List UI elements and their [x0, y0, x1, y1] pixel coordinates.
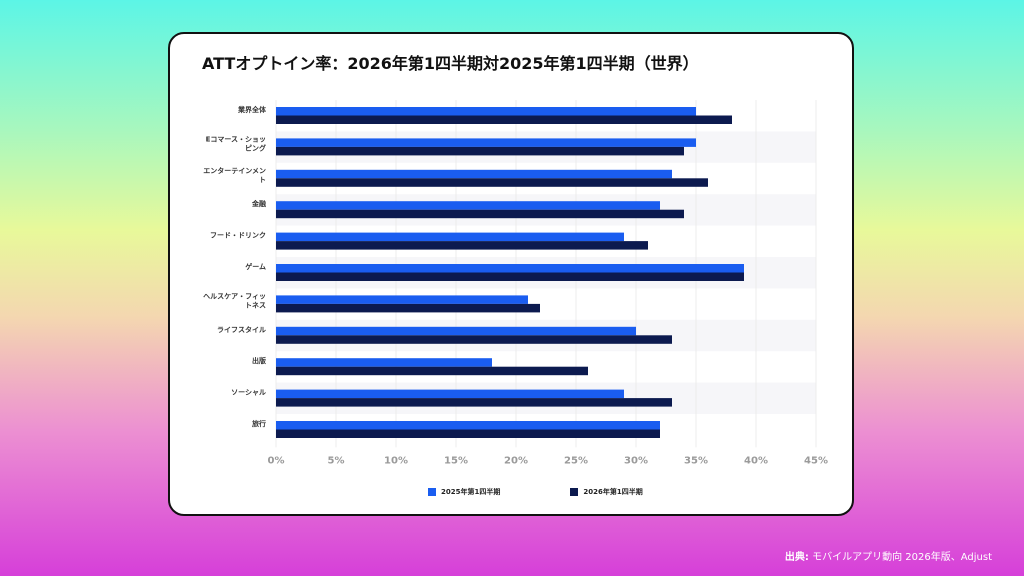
x-tick-label: 30%: [624, 455, 648, 466]
category-label: Eコマース・ショッピング: [206, 135, 266, 152]
bar: [276, 146, 684, 156]
legend-item-2025: 2025年第1四半期: [428, 487, 500, 497]
bar: [276, 272, 744, 281]
bar: [276, 115, 732, 124]
source-note: 出典: モバイルアプリ動向 2026年版、Adjust: [785, 548, 992, 563]
source-label: 出典:: [784, 552, 809, 563]
bar: [276, 169, 672, 179]
bar: [276, 107, 696, 116]
category-label: 金融: [251, 199, 266, 208]
category-label: フード・ドリンク: [210, 231, 266, 240]
bar: [276, 326, 636, 336]
bar: [276, 232, 624, 242]
chart-card: ATTオプトイン率：2026年第1四半期対2025年第1四半期（世界） 0% 5%…: [168, 32, 854, 516]
bar: [276, 421, 660, 430]
bar: [276, 241, 648, 250]
legend-swatch-2025: [428, 488, 436, 496]
bar-chart: 0% 5% 10% 15% 20% 25% 30% 35% 40% 45% 業界全体 Eコマース・ショ…: [203, 100, 828, 466]
chart-legend: 2025年第1四半期 2026年第1四半期: [428, 487, 643, 497]
category-label: ソーシャル: [231, 389, 266, 397]
x-tick-label: 10%: [384, 455, 408, 466]
x-tick-label: 15%: [444, 455, 468, 466]
bar: [276, 201, 660, 210]
category-label: エンターテインメント: [203, 166, 266, 184]
bar: [276, 303, 540, 313]
x-tick-label: 35%: [684, 455, 708, 466]
x-tick-label: 45%: [804, 455, 828, 466]
legend-item-2026: 2026年第1四半期: [570, 487, 643, 497]
bar: [276, 264, 744, 273]
legend-label-2025: 2025年第1四半期: [441, 488, 501, 496]
bar: [276, 335, 672, 344]
chart-title: ATTオプトイン率：2026年第1四半期対2025年第1四半期（世界）: [202, 54, 699, 73]
category-label: ヘルスケア・フィットネス: [203, 292, 266, 309]
bar: [276, 389, 624, 399]
category-label: ライフスタイル: [217, 325, 266, 334]
bar: [276, 209, 684, 219]
legend-swatch-2026: [570, 488, 579, 496]
bar: [276, 295, 528, 304]
x-tick-label: 25%: [564, 455, 588, 466]
bar: [276, 366, 588, 376]
legend-label-2026: 2026年第1四半期: [583, 488, 643, 496]
source-text: モバイルアプリ動向 2026年版、Adjust: [812, 552, 992, 563]
x-tick-label: 0%: [268, 455, 285, 466]
category-label: ゲーム: [245, 262, 266, 271]
bar: [276, 358, 492, 367]
category-label: 旅行: [251, 419, 266, 428]
x-tick-label: 40%: [744, 455, 768, 466]
x-tick-label: 5%: [328, 455, 345, 466]
category-label: 出版: [252, 356, 266, 365]
bar: [276, 429, 660, 438]
x-tick-label: 20%: [504, 455, 528, 466]
bar: [276, 398, 672, 407]
bar: [276, 178, 708, 187]
category-label: 業界全体: [237, 105, 267, 114]
bar: [276, 138, 696, 147]
